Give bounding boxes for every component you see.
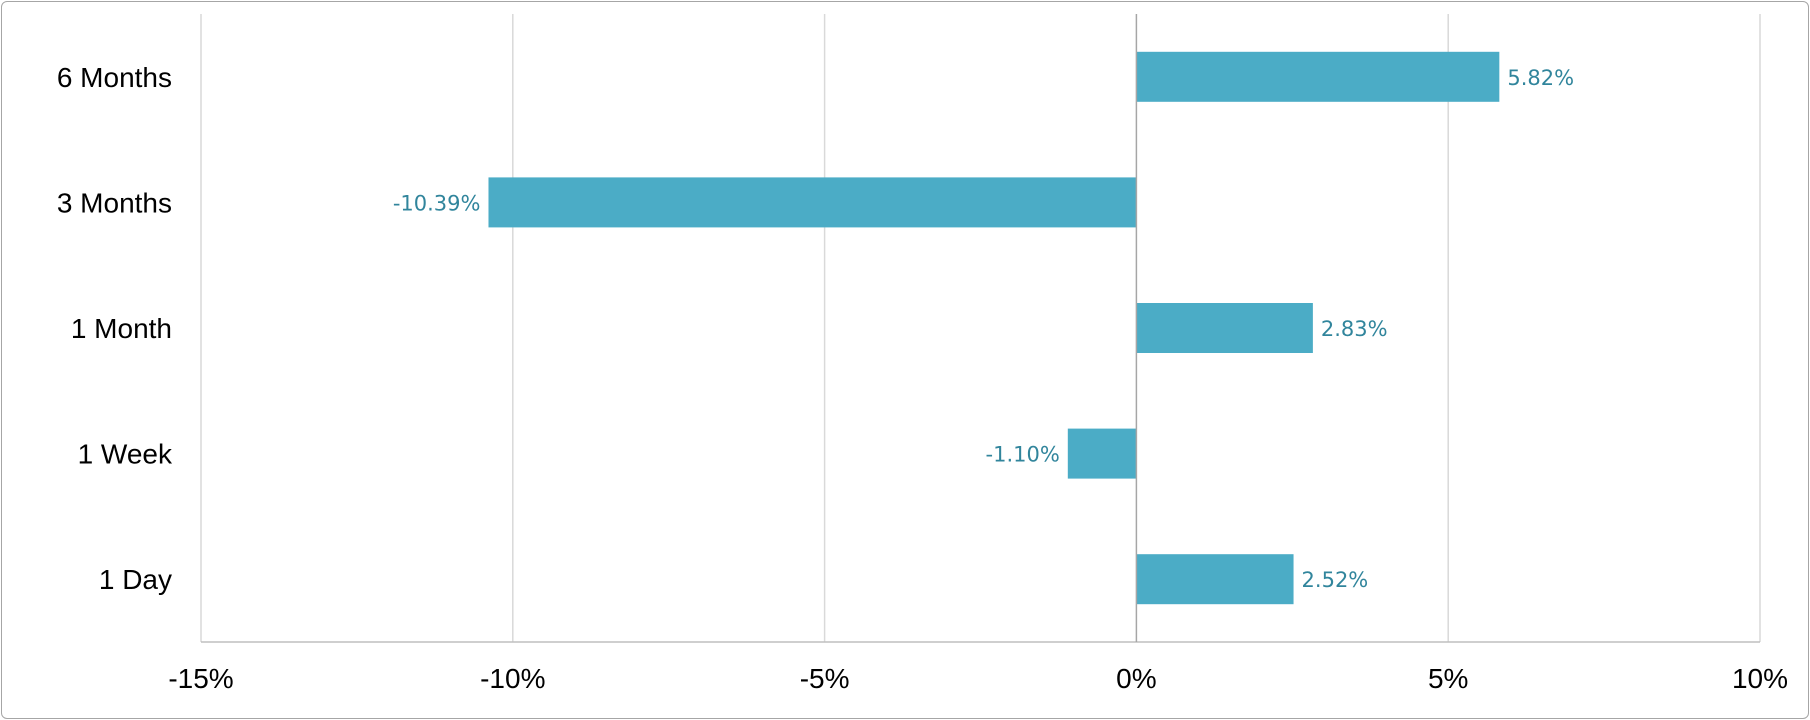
- x-tick-label-1: -10%: [480, 663, 545, 694]
- category-label-2: 1 Month: [71, 313, 172, 344]
- data-label-4: 2.52%: [1302, 568, 1369, 592]
- data-label-3: -1.10%: [986, 443, 1060, 467]
- bar-0: [1136, 51, 1500, 102]
- bar-2: [1136, 303, 1313, 353]
- data-label-1: -10.39%: [393, 191, 481, 215]
- category-label-3: 1 Week: [78, 439, 173, 470]
- x-tick-label-0: -15%: [168, 663, 233, 694]
- category-label-4: 1 Day: [99, 564, 172, 595]
- x-tick-label-3: 0%: [1116, 663, 1156, 694]
- bar-1: [488, 177, 1137, 228]
- x-tick-label-5: 10%: [1732, 663, 1788, 694]
- x-tick-label-2: -5%: [800, 663, 850, 694]
- category-label-1: 3 Months: [57, 187, 172, 218]
- category-label-0: 6 Months: [57, 62, 172, 93]
- x-tick-label-4: 5%: [1428, 663, 1468, 694]
- bar-4: [1136, 554, 1294, 605]
- bar-3: [1067, 428, 1137, 479]
- data-label-2: 2.83%: [1321, 317, 1388, 341]
- data-label-0: 5.82%: [1507, 66, 1574, 90]
